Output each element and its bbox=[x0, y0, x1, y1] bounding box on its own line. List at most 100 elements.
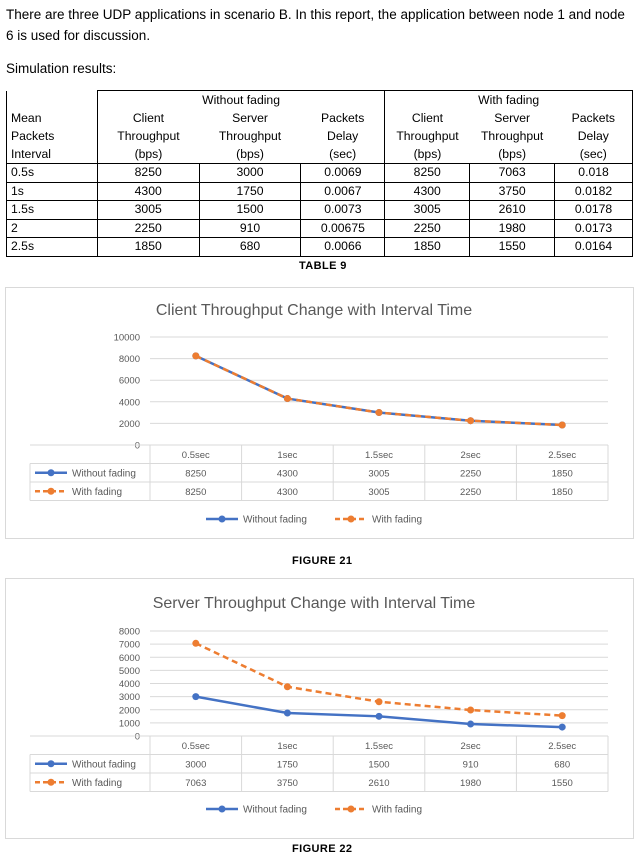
legend-key-label: Without fading bbox=[72, 468, 136, 479]
table-cell-wo-server: 910 bbox=[198, 218, 302, 238]
data-label: 1980 bbox=[460, 778, 481, 789]
table-cell-w-server: 1550 bbox=[469, 237, 556, 257]
data-label: 7063 bbox=[185, 778, 206, 789]
legend-marker bbox=[347, 515, 355, 523]
header-client-throughput-fading: Client Throughput (bps) bbox=[384, 109, 470, 164]
legend-marker bbox=[347, 805, 355, 813]
data-label: 1850 bbox=[552, 468, 573, 479]
table-cell-w-delay: 0.0178 bbox=[554, 200, 633, 220]
legend-key-marker bbox=[47, 469, 55, 477]
server-throughput-chart-svg: Server Throughput Change with Interval T… bbox=[29, 595, 609, 816]
client-throughput-chart: Client Throughput Change with Interval T… bbox=[5, 287, 634, 539]
data-label: 8250 bbox=[185, 487, 206, 498]
data-label: 3750 bbox=[277, 778, 298, 789]
x-tick-label: 1.5sec bbox=[365, 450, 393, 461]
data-label: 3005 bbox=[368, 487, 389, 498]
table-cell-interval: 0.5s bbox=[6, 163, 98, 183]
results-table: Without fading With fading Mean Packets In… bbox=[6, 90, 633, 257]
data-label: 680 bbox=[554, 759, 570, 770]
x-tick-label: 2sec bbox=[461, 741, 481, 752]
data-point bbox=[192, 352, 200, 360]
header-server-throughput: Server Throughput (bps) bbox=[199, 109, 301, 164]
data-point bbox=[558, 421, 566, 429]
y-tick-label: 5000 bbox=[119, 666, 140, 677]
data-label: 2250 bbox=[460, 468, 481, 479]
table-cell-wo-server: 680 bbox=[198, 237, 302, 257]
data-point bbox=[558, 712, 566, 720]
simulation-results-label: Simulation results: bbox=[6, 61, 117, 76]
x-tick-label: 2sec bbox=[461, 450, 481, 461]
data-label: 3000 bbox=[185, 759, 206, 770]
x-tick-label: 1sec bbox=[277, 450, 297, 461]
table-cell-interval: 1s bbox=[6, 181, 98, 201]
figure-21-caption: FIGURE 21 bbox=[292, 555, 353, 567]
data-label: 910 bbox=[463, 759, 479, 770]
table-caption: TABLE 9 bbox=[299, 260, 347, 272]
table-cell-wo-client: 3005 bbox=[96, 200, 200, 220]
data-point bbox=[375, 409, 383, 417]
legend-marker bbox=[218, 515, 226, 523]
data-point bbox=[467, 720, 475, 728]
table-cell-w-client: 1850 bbox=[384, 237, 471, 257]
header-interval: Mean Packets Interval bbox=[6, 109, 98, 164]
y-tick-label: 1000 bbox=[119, 718, 140, 729]
table-cell-interval: 1.5s bbox=[6, 200, 98, 220]
chart-title: Server Throughput Change with Interval T… bbox=[153, 595, 476, 612]
table-cell-w-client: 3005 bbox=[384, 200, 471, 220]
data-point bbox=[375, 712, 383, 720]
data-label: 1750 bbox=[277, 759, 298, 770]
data-point bbox=[467, 417, 475, 425]
data-point bbox=[283, 683, 291, 691]
table-cell-wo-client: 4300 bbox=[96, 181, 200, 201]
header-client-throughput: Client Throughput (bps) bbox=[96, 109, 200, 164]
server-throughput-chart: Server Throughput Change with Interval T… bbox=[5, 578, 634, 839]
x-tick-label: 2.5sec bbox=[548, 450, 576, 461]
intro-paragraph: There are three UDP applications in scen… bbox=[6, 7, 625, 43]
legend-key-marker bbox=[47, 487, 55, 495]
table-cell-w-server: 3750 bbox=[469, 181, 556, 201]
group-with-fading: With fading bbox=[384, 90, 633, 109]
data-label: 2610 bbox=[368, 778, 389, 789]
table-row: 2.5s 1850 680 0.0066 1850 1550 0.0164 bbox=[6, 237, 633, 257]
table-cell-w-delay: 0.0164 bbox=[554, 237, 633, 257]
table-cell-wo-server: 1500 bbox=[198, 200, 302, 220]
x-tick-label: 1.5sec bbox=[365, 741, 393, 752]
header-packets-delay: Packets Delay (sec) bbox=[300, 109, 386, 164]
data-label: 1500 bbox=[368, 759, 389, 770]
table-cell-wo-client: 2250 bbox=[96, 218, 200, 238]
y-tick-label: 8000 bbox=[119, 627, 140, 638]
data-label: 1850 bbox=[552, 487, 573, 498]
table-header-row: Mean Packets Interval Client Throughput (bps… bbox=[6, 109, 633, 164]
y-tick-label: 0 bbox=[135, 441, 140, 452]
data-point bbox=[283, 709, 291, 717]
table-cell-interval: 2.5s bbox=[6, 237, 98, 257]
header-server-throughput-fading: Server Throughput (bps) bbox=[469, 109, 555, 164]
table-row: 1s 4300 1750 0.0067 4300 3750 0.0182 bbox=[6, 181, 633, 201]
x-tick-label: 0.5sec bbox=[182, 450, 210, 461]
table-cell-wo-delay: 0.0067 bbox=[300, 181, 386, 201]
figure-22-caption: FIGURE 22 bbox=[292, 843, 353, 855]
chart-title: Client Throughput Change with Interval T… bbox=[156, 302, 472, 319]
data-label: 8250 bbox=[185, 468, 206, 479]
table-cell-w-server: 2610 bbox=[469, 200, 556, 220]
data-label: 4300 bbox=[277, 468, 298, 479]
legend-label: Without fading bbox=[243, 805, 307, 816]
legend-key-marker bbox=[47, 760, 55, 768]
data-point bbox=[192, 639, 200, 647]
header-packets-delay-fading: Packets Delay (sec) bbox=[554, 109, 633, 164]
x-tick-label: 2.5sec bbox=[548, 741, 576, 752]
legend-label: Without fading bbox=[243, 515, 307, 526]
data-point bbox=[283, 395, 291, 403]
table-cell-wo-server: 3000 bbox=[198, 163, 302, 183]
y-tick-label: 2000 bbox=[119, 419, 140, 430]
data-point bbox=[467, 706, 475, 714]
legend-key-label: With fading bbox=[72, 778, 122, 789]
legend-key-marker bbox=[47, 778, 55, 786]
data-label: 1550 bbox=[552, 778, 573, 789]
table-cell-interval: 2 bbox=[6, 218, 98, 238]
table-cell-wo-delay: 0.0073 bbox=[300, 200, 386, 220]
table-row: 0.5s 8250 3000 0.0069 8250 7063 0.018 bbox=[6, 163, 633, 183]
legend-label: With fading bbox=[372, 515, 422, 526]
table-body: 0.5s 8250 3000 0.0069 8250 7063 0.018 1s 4300 175… bbox=[6, 163, 633, 257]
y-tick-label: 10000 bbox=[114, 333, 140, 344]
